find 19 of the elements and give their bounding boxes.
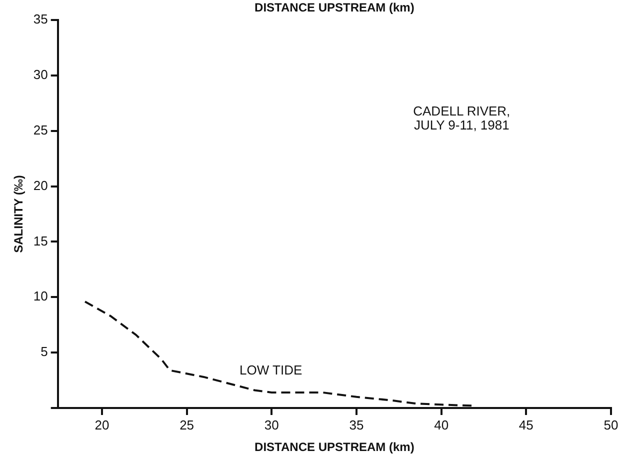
x-tick-label: 30 [264, 417, 279, 432]
annotation: CADELL RIVER, JULY 9-11, 1981 [413, 103, 510, 132]
y-tick-label: 30 [33, 67, 48, 82]
y-tick-label: 10 [33, 288, 48, 304]
y-tick-label: 15 [33, 233, 48, 248]
x-tick-label: 40 [434, 417, 449, 432]
x-tick-label: 45 [518, 417, 534, 432]
y-axis-title: SALINITY (‰) [12, 175, 26, 253]
x-axis-title: DISTANCE UPSTREAM (km) [254, 440, 414, 454]
x-tick-label: 50 [604, 417, 618, 432]
text: DISTANCE UPSTREAM (km) [254, 0, 414, 14]
x-tick-label: 35 [349, 417, 364, 432]
x-tick-label: 20 [94, 417, 110, 432]
y-tick-label: 35 [33, 12, 48, 27]
annotation: LOW TIDE [240, 362, 302, 378]
y-tick-label: 25 [33, 122, 48, 138]
y-tick-label: 20 [33, 178, 48, 193]
y-tick-label: 5 [40, 344, 48, 360]
x-tick-label: 25 [180, 417, 194, 432]
